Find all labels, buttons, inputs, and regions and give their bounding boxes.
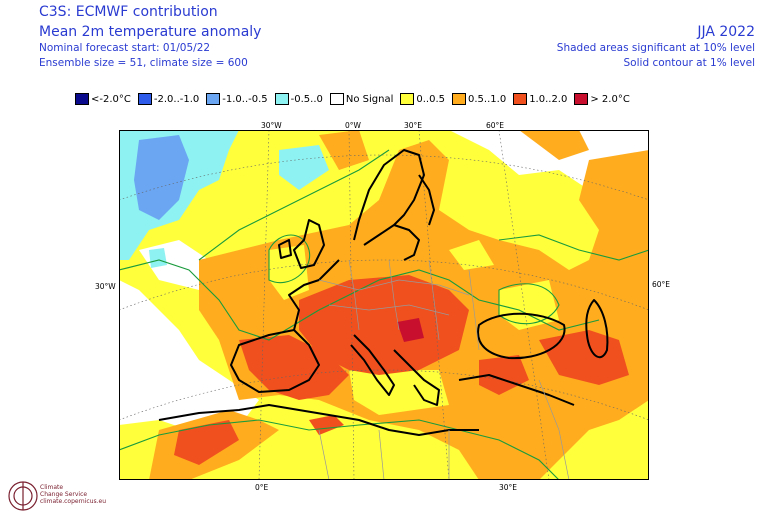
legend-swatch <box>206 93 221 105</box>
no-signal-area <box>119 280 259 430</box>
legend-item: -1.0..-0.5 <box>206 93 268 105</box>
mild-area <box>449 240 494 270</box>
legend-item: No Signal <box>329 93 394 105</box>
legend-item: 1.0..2.0 <box>513 93 567 105</box>
lon-label-bottom-1: 0°E <box>255 483 269 492</box>
ensemble-size: Ensemble size = 51, climate size = 600 <box>39 57 248 69</box>
legend-label: 0.5..1.0 <box>468 93 507 105</box>
graticule <box>119 130 649 480</box>
cool-area <box>279 145 329 190</box>
hot-area <box>299 275 469 375</box>
logo-line: climate.copernicus.eu <box>40 498 107 505</box>
legend-swatch <box>329 93 344 105</box>
legend-item: <-2.0°C <box>75 93 131 105</box>
legend-label: 0..0.5 <box>416 93 446 105</box>
legend-swatch <box>452 93 467 105</box>
copernicus-logo <box>8 481 38 511</box>
legend-item: -0.5..0 <box>274 93 323 105</box>
warm-area <box>319 130 369 170</box>
significance-contour: Solid contour at 1% level <box>623 57 755 69</box>
lon-label-left: 30°W <box>95 282 116 291</box>
legend-label: 1.0..2.0 <box>529 93 568 105</box>
hot-area <box>309 415 344 435</box>
lon-label-top-3: 30°E <box>404 121 423 130</box>
legend-item: -2.0..-1.0 <box>137 93 200 105</box>
lon-label-top-2: 0°W <box>345 121 361 130</box>
cool-area <box>149 248 167 268</box>
hot-area <box>174 420 239 465</box>
legend-swatch <box>75 93 89 105</box>
lon-label-bottom-2: 30°E <box>499 483 518 492</box>
logo-line: Change Service <box>40 491 88 498</box>
cool-area <box>134 135 189 220</box>
legend-label: > 2.0°C <box>590 93 630 105</box>
warm-area <box>519 130 589 160</box>
mild-area <box>349 370 449 415</box>
logo-line: Climate <box>40 484 64 491</box>
mild-area <box>269 245 309 300</box>
significance-contours <box>119 149 649 480</box>
chart-subtitle: Mean 2m temperature anomaly <box>39 24 262 40</box>
legend-label: -0.5..0 <box>290 93 323 105</box>
legend-item: > 2.0°C <box>574 93 630 105</box>
lon-label-top-1: 30°W <box>261 121 282 130</box>
legend-label: <-2.0°C <box>91 93 131 105</box>
significance-shaded: Shaded areas significant at 10% level <box>556 42 755 54</box>
lon-label-top-4: 60°E <box>486 121 505 130</box>
coastlines <box>158 149 609 436</box>
anomaly-map <box>119 130 649 480</box>
extreme-hot-spot <box>397 318 424 342</box>
country-borders <box>318 259 570 480</box>
hot-area <box>239 335 349 400</box>
legend-item: 0.5..1.0 <box>452 93 506 105</box>
season-label: JJA 2022 <box>697 24 755 40</box>
logo-text: Climate Change Service climate.copernicu… <box>40 484 106 505</box>
forecast-start: Nominal forecast start: 01/05/22 <box>39 42 211 54</box>
legend-swatch <box>574 93 589 105</box>
legend-swatch <box>400 93 415 105</box>
legend-item: 0..0.5 <box>400 93 445 105</box>
legend-swatch <box>274 93 289 105</box>
map-frame <box>119 130 649 480</box>
legend-label: -1.0..-0.5 <box>222 93 268 105</box>
lon-label-right: 60°E <box>652 280 671 289</box>
legend-label: No Signal <box>345 93 394 105</box>
legend-swatch <box>137 93 152 105</box>
color-legend: <-2.0°C -2.0..-1.0 -1.0..-0.5 -0.5..0 No… <box>75 92 637 106</box>
chart-title: C3S: ECMWF contribution <box>39 4 218 20</box>
legend-label: -2.0..-1.0 <box>153 93 200 105</box>
legend-swatch <box>513 93 528 105</box>
